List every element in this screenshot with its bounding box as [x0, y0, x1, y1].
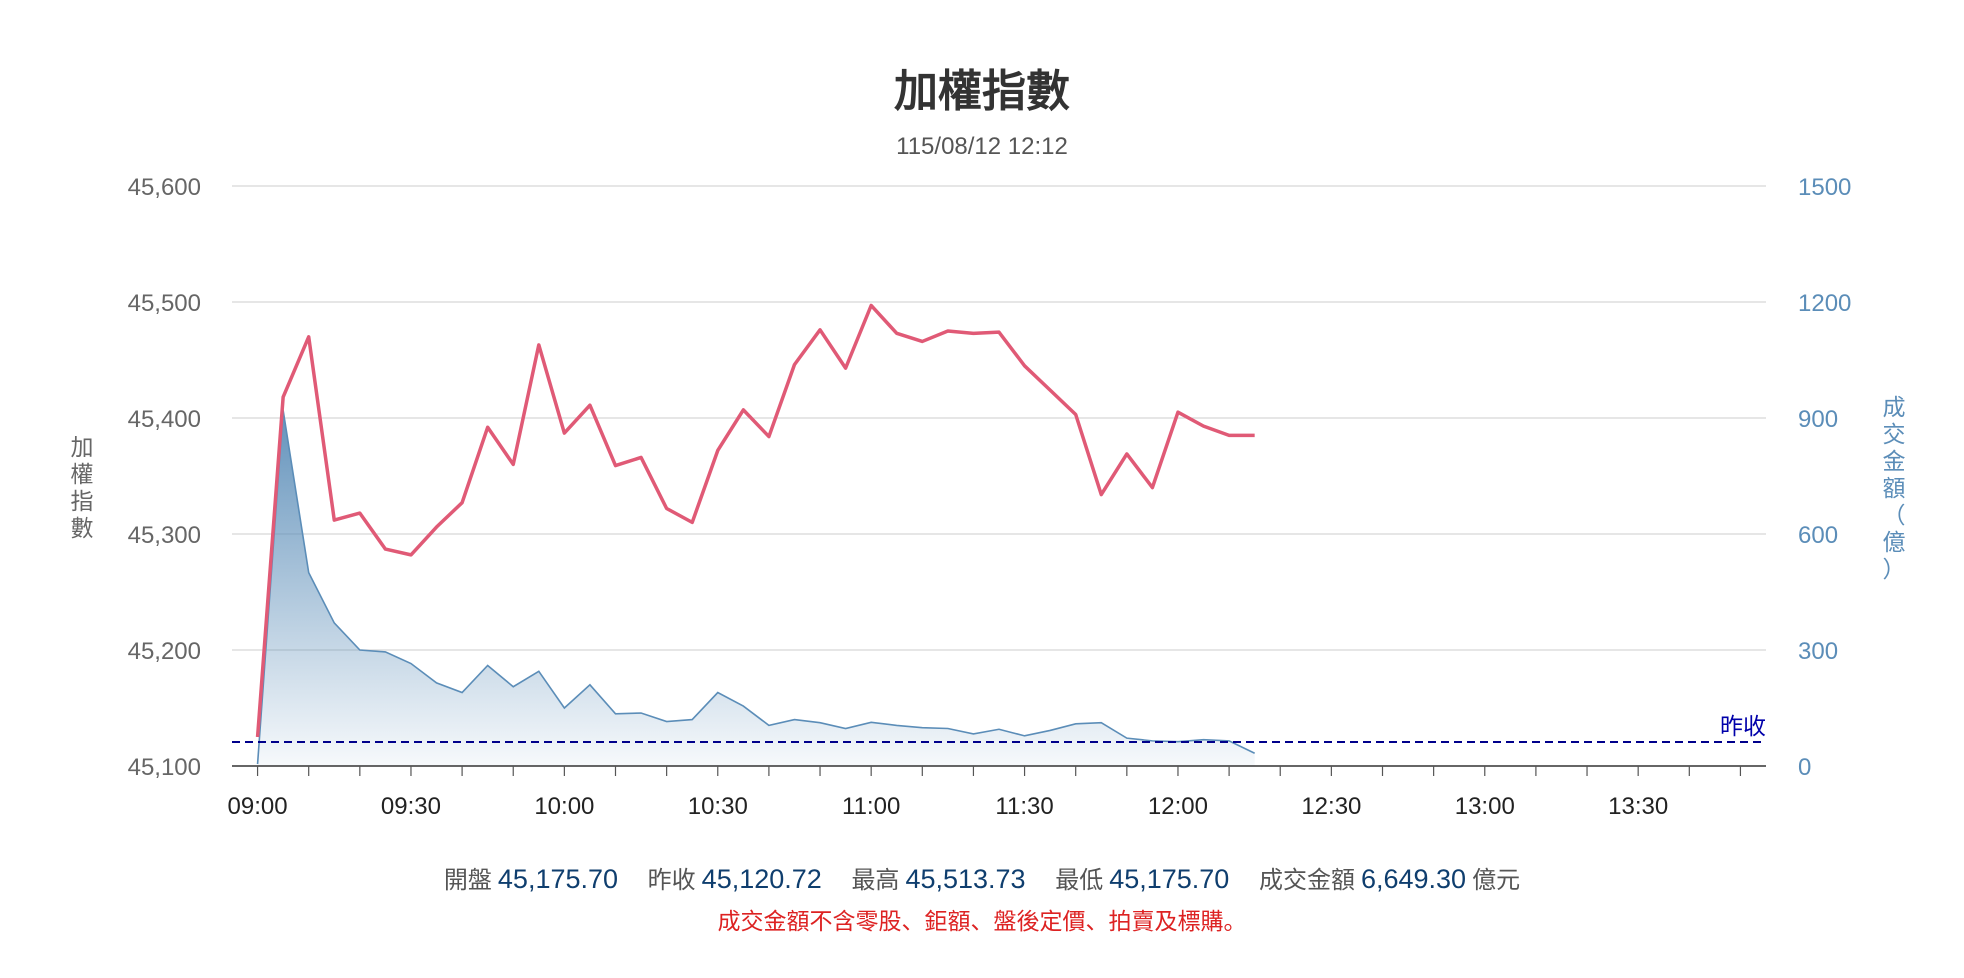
y-left-tick-label: 45,200	[128, 638, 201, 665]
volume-label: 成交金額	[1258, 866, 1355, 894]
y-axis-right-title: 成交金額（億）	[1883, 395, 1906, 583]
y-right-title-char: 交	[1883, 422, 1906, 448]
volume-area-series	[256, 410, 1256, 766]
index-line	[255, 303, 1255, 738]
prev-close-value: 45,120.72	[701, 864, 822, 894]
previous-close-label: 昨收	[1720, 714, 1766, 740]
gridlines	[232, 185, 1766, 651]
volume-disclaimer: 成交金額不含零股、鉅額、盤後定價、拍賣及標購。	[717, 909, 1247, 935]
y-left-title-char: 權	[71, 462, 94, 488]
volume-stat: 成交金額 6,649.30 億元	[1258, 864, 1521, 894]
y-right-tick-label: 300	[1798, 638, 1838, 665]
y-right-title-char: 億	[1883, 530, 1906, 556]
x-tick-label: 11:30	[995, 793, 1053, 820]
axes: 45,100 45,200 45,300 45,400 45,500 45,600 0 300…	[128, 174, 1852, 820]
x-tick-label: 12:30	[1301, 793, 1361, 820]
open-value: 45,175.70	[497, 864, 619, 894]
volume-unit: 億元	[1472, 866, 1521, 894]
previous-close-reference: 昨收	[232, 714, 1766, 743]
chart-title: 加權指數	[894, 66, 1070, 117]
y-right-tick-label: 600	[1798, 522, 1838, 549]
x-tick-label: 10:00	[534, 793, 594, 820]
x-tick-label: 09:00	[228, 793, 288, 820]
summary-stats: 開盤 45,175.70 昨收 45,120.72 最高 45,513.73 最低 45…	[0, 860, 1964, 895]
open-label: 開盤	[443, 866, 492, 894]
volume-line	[256, 410, 1256, 765]
x-tick-label: 13:00	[1455, 793, 1515, 820]
y-right-title-char: 金	[1883, 449, 1906, 475]
y-left-tick-label: 45,500	[128, 290, 201, 317]
y-left-tick-label: 45,400	[128, 406, 201, 433]
y-right-title-char: 額	[1883, 476, 1906, 502]
volume-value: 6,649.30	[1360, 864, 1467, 894]
x-tick-label: 10:30	[688, 793, 748, 820]
y-right-tick-label: 1500	[1798, 174, 1851, 201]
y-left-title-char: 指	[71, 489, 94, 515]
y-right-title-char: （	[1883, 503, 1906, 529]
y-left-tick-label: 45,600	[128, 174, 201, 201]
y-left-tick-label: 45,300	[128, 522, 201, 549]
low-value: 45,175.70	[1109, 864, 1230, 894]
x-tick-label: 12:00	[1148, 793, 1208, 820]
x-tick-label: 11:00	[842, 793, 900, 820]
y-axis-left-title: 加權指數	[71, 435, 94, 542]
y-right-tick-label: 900	[1798, 406, 1838, 433]
index-line-series	[255, 303, 1255, 738]
open-stat: 開盤 45,175.70	[443, 864, 619, 894]
y-left-tick-label: 45,100	[128, 754, 201, 781]
x-tick-label: 13:30	[1608, 793, 1668, 820]
high-label: 最高	[851, 866, 900, 894]
x-tick-label: 09:30	[381, 793, 441, 820]
y-right-tick-label: 1200	[1798, 290, 1851, 317]
y-left-title-char: 數	[71, 516, 94, 542]
y-right-tick-label: 0	[1798, 754, 1811, 781]
y-left-title-char: 加	[71, 435, 94, 461]
y-right-title-char: 成	[1883, 395, 1906, 421]
low-label: 最低	[1055, 866, 1104, 894]
chart-subtitle: 115/08/12 12:12	[896, 133, 1068, 160]
low-stat: 最低 45,175.70	[1055, 864, 1230, 894]
volume-area-fill	[257, 410, 1255, 766]
high-stat: 最高 45,513.73	[851, 864, 1026, 894]
prev-close-stat: 昨收 45,120.72	[647, 864, 822, 894]
y-right-title-char: ）	[1883, 557, 1906, 583]
high-value: 45,513.73	[905, 864, 1026, 894]
prev-close-label: 昨收	[647, 866, 696, 894]
